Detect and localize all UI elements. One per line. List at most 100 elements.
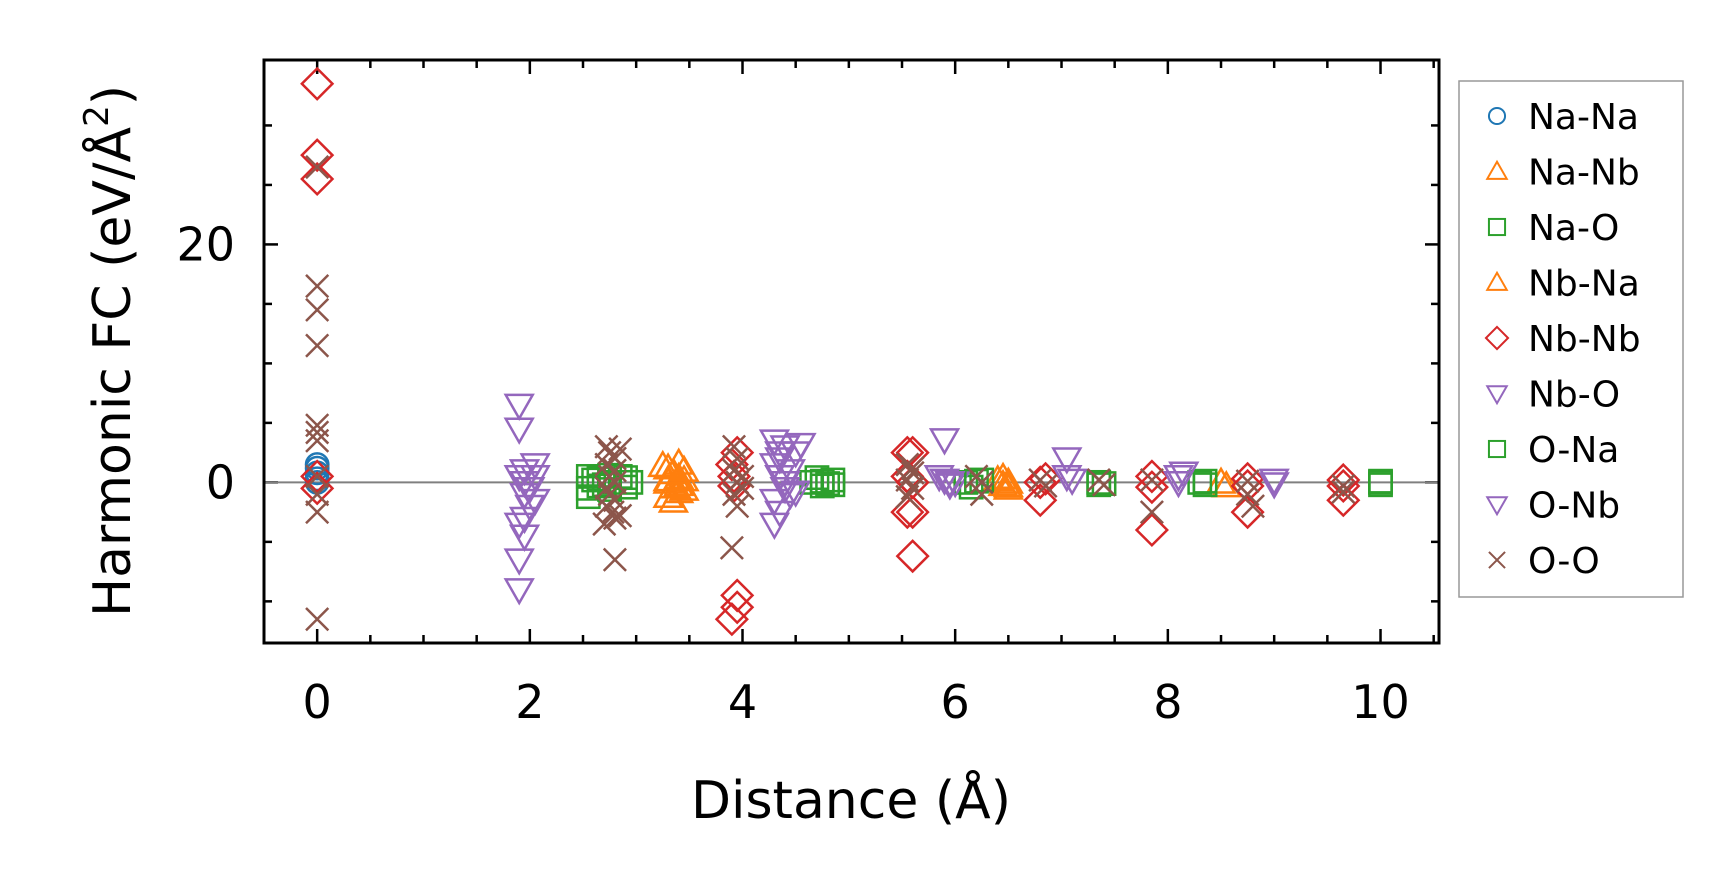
point-na-nb [668, 473, 700, 501]
point-nb-o [1162, 465, 1195, 493]
legend-label-o-o: O-O [1528, 541, 1600, 582]
point-nb-o [503, 578, 535, 606]
point-nb-na [992, 466, 1024, 494]
point-nb-nb [720, 590, 755, 625]
point-o-nb [764, 447, 796, 475]
x-axis-title: Distance (Å) [691, 769, 1011, 831]
point-na-nb [652, 452, 684, 480]
y-tick-label: 20 [176, 217, 235, 271]
x-tick-label: 4 [728, 675, 757, 729]
point-nb-na [663, 468, 695, 497]
point-nb-nb [895, 539, 930, 574]
point-o-o [305, 428, 330, 453]
point-nb-nb [300, 459, 335, 494]
point-o-nb [780, 441, 812, 469]
point-nb-na [668, 454, 700, 482]
legend-frame [1458, 80, 1684, 598]
point-o-na [815, 471, 840, 496]
point-o-nb [519, 488, 551, 517]
legend-marker-o-nb [1485, 496, 1509, 517]
point-o-na [1192, 468, 1218, 494]
point-nb-nb [714, 602, 749, 637]
point-o-nb [508, 506, 541, 535]
point-nb-o [503, 548, 535, 576]
legend-marker-nb-o [1485, 385, 1509, 406]
legend-marker-nb-nb [1484, 325, 1510, 351]
point-o-nb [508, 459, 541, 487]
point-nb-o [780, 480, 812, 508]
point-nb-o [503, 417, 535, 445]
point-nb-nb [1230, 495, 1265, 530]
point-o-na [1091, 471, 1117, 496]
x-tick-label: 0 [303, 675, 332, 729]
legend-marker-na-na [1487, 106, 1507, 126]
x-tick-label: 8 [1153, 675, 1182, 729]
point-o-o [305, 482, 330, 507]
point-o-o [305, 155, 330, 180]
point-nb-nb [300, 138, 335, 173]
point-nb-nb [720, 578, 755, 613]
point-nb-nb [716, 459, 752, 494]
point-nb-o [503, 393, 535, 422]
ticks-layer [262, 60, 1439, 643]
legend-marker-o-na [1487, 439, 1507, 459]
legend-label-nb-o: Nb-O [1528, 375, 1620, 416]
point-o-o [602, 547, 627, 572]
point-nb-o [1258, 468, 1290, 497]
point-o-o [900, 456, 925, 481]
legend-marker-na-o [1487, 217, 1507, 237]
point-nb-nb [300, 66, 335, 101]
plot-frame [262, 58, 1441, 645]
point-o-nb [1168, 461, 1200, 489]
point-o-o [305, 297, 330, 322]
point-o-o [1139, 500, 1164, 525]
x-tick-label: 10 [1351, 675, 1410, 729]
point-o-o [305, 333, 330, 358]
point-na-nb [668, 463, 700, 492]
x-tick-label: 6 [941, 675, 970, 729]
point-nb-o [1051, 447, 1083, 475]
point-o-o [730, 464, 755, 489]
legend-label-nb-nb: Nb-Nb [1528, 319, 1641, 360]
point-nb-o [928, 468, 961, 497]
legend-label-na-o: Na-O [1528, 208, 1619, 249]
point-o-o [608, 437, 633, 462]
y-tick-label: 0 [206, 455, 235, 509]
point-o-o [592, 511, 617, 537]
point-o-o [608, 503, 633, 528]
legend-label-nb-na: Nb-Na [1528, 264, 1640, 305]
point-o-nb [774, 482, 807, 511]
point-o-o [969, 482, 994, 507]
legend-marker-o-o [1488, 551, 1506, 569]
legend-label-o-nb: O-Nb [1528, 486, 1620, 527]
point-nb-nb [1134, 470, 1169, 505]
point-nb-nb [300, 161, 335, 197]
point-o-o [719, 535, 744, 560]
point-o-o [1033, 473, 1058, 498]
point-o-na [809, 468, 835, 494]
point-nb-nb [1134, 512, 1169, 548]
point-o-o [600, 500, 625, 525]
point-o-o [594, 476, 619, 501]
point-o-o [305, 500, 330, 525]
point-nb-na [992, 469, 1024, 498]
point-o-o [1331, 473, 1356, 498]
point-o-o [305, 464, 330, 489]
point-o-o [1235, 482, 1260, 507]
point-o-o [305, 420, 330, 445]
points-layer [300, 66, 1393, 637]
point-nb-nb [1023, 483, 1058, 518]
point-na-nb [1205, 466, 1237, 494]
point-o-o [895, 484, 920, 509]
point-nb-o [928, 428, 961, 456]
point-o-na [1368, 468, 1393, 494]
point-o-nb [934, 471, 966, 499]
x-tick-label: 2 [515, 675, 544, 729]
legend-label-o-na: O-Na [1528, 430, 1619, 471]
point-o-o [1240, 494, 1265, 519]
point-o-na [591, 472, 617, 498]
point-o-o [1235, 469, 1260, 494]
point-o-na [964, 468, 989, 494]
point-nb-o [758, 512, 791, 541]
legend-label-na-nb: Na-Nb [1528, 153, 1640, 194]
